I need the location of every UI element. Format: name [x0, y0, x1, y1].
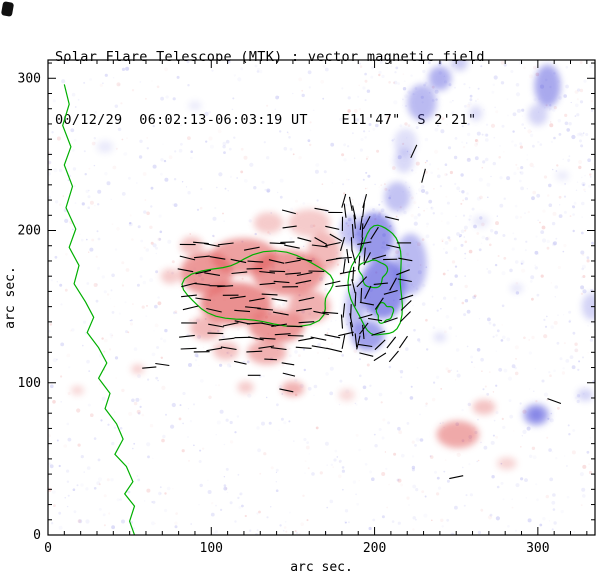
y-tick-label: 300 [18, 71, 41, 86]
y-tick-label: 100 [18, 376, 41, 391]
field-contour [357, 259, 389, 289]
plot-subtitle: 00/12/29 06:02:13-06:03:19 UT E11'47" S … [55, 112, 477, 128]
contour-layer [62, 84, 404, 535]
plot-area [48, 60, 595, 535]
tick-labels: 0 100 200 300 0 100 200 300 arc sec. arc sec. [3, 71, 550, 575]
vector-layer [142, 144, 562, 480]
plot-header: Solar Flare Telescope (MTK) : vector mag… [55, 5, 485, 173]
y-tick-label: 0 [33, 528, 41, 543]
y-tick-label: 200 [18, 224, 41, 239]
x-tick-label: 100 [200, 541, 223, 556]
field-contour [181, 250, 334, 328]
x-tick-label: 300 [526, 541, 549, 556]
y-axis-label: arc sec. [3, 266, 18, 329]
limb-contour [62, 84, 136, 535]
x-tick-label: 200 [363, 541, 386, 556]
axes-layer [47, 59, 596, 536]
field-contour [347, 224, 404, 336]
x-tick-label: 0 [44, 541, 52, 556]
plot-title: Solar Flare Telescope (MTK) : vector mag… [55, 49, 485, 65]
field-contour [375, 301, 395, 324]
x-axis-label: arc sec. [290, 560, 353, 575]
